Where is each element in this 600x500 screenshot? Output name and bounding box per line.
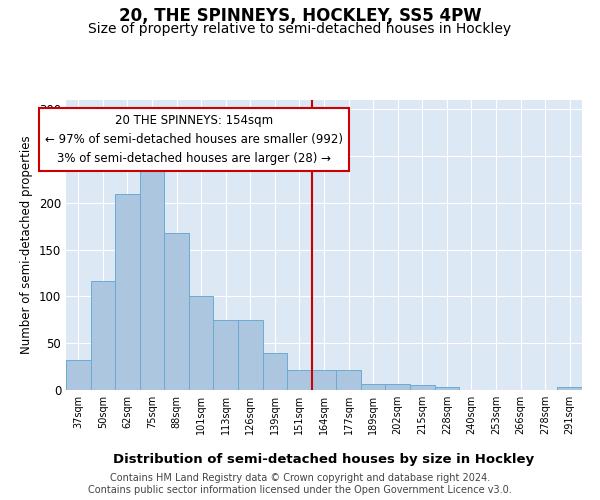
Text: Size of property relative to semi-detached houses in Hockley: Size of property relative to semi-detach…: [88, 22, 512, 36]
Bar: [140, 169, 164, 390]
Bar: [557, 387, 582, 390]
Bar: [66, 360, 91, 390]
Bar: [238, 320, 263, 390]
Bar: [214, 320, 238, 390]
Bar: [312, 370, 336, 390]
Y-axis label: Number of semi-detached properties: Number of semi-detached properties: [20, 136, 34, 354]
Bar: [361, 384, 385, 390]
Bar: [189, 296, 214, 390]
Text: Contains HM Land Registry data © Crown copyright and database right 2024.
Contai: Contains HM Land Registry data © Crown c…: [88, 474, 512, 495]
Bar: [287, 370, 312, 390]
Bar: [336, 370, 361, 390]
Text: Distribution of semi-detached houses by size in Hockley: Distribution of semi-detached houses by …: [113, 452, 535, 466]
Bar: [410, 386, 434, 390]
Bar: [385, 384, 410, 390]
Bar: [115, 194, 140, 390]
Bar: [91, 280, 115, 390]
Bar: [164, 233, 189, 390]
Bar: [263, 352, 287, 390]
Text: 20 THE SPINNEYS: 154sqm
← 97% of semi-detached houses are smaller (992)
3% of se: 20 THE SPINNEYS: 154sqm ← 97% of semi-de…: [45, 114, 343, 165]
Text: 20, THE SPINNEYS, HOCKLEY, SS5 4PW: 20, THE SPINNEYS, HOCKLEY, SS5 4PW: [119, 8, 481, 26]
Bar: [434, 387, 459, 390]
